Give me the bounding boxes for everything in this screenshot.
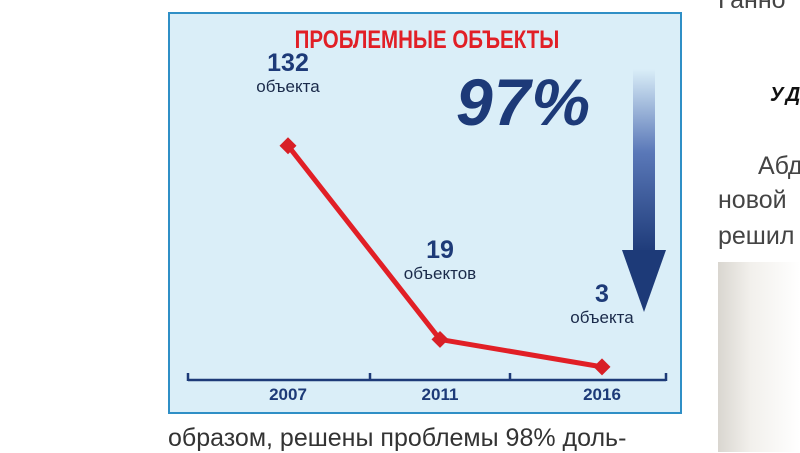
right-text-line-1: Ганно (718, 0, 786, 14)
data-point-2011 (431, 330, 449, 348)
right-heading: УД (770, 84, 800, 106)
data-label-2007: 132 объекта (238, 48, 338, 96)
right-text-line-4: решил (718, 222, 795, 250)
x-tick-label-2007: 2007 (269, 385, 307, 404)
down-arrow-icon (622, 69, 666, 312)
article-photo (718, 262, 800, 452)
data-label-value: 19 (426, 236, 454, 265)
x-tick-label-2011: 2011 (421, 385, 459, 404)
line-chart (186, 69, 668, 382)
data-label-unit: объекта (256, 76, 320, 96)
data-label-unit: объекта (570, 307, 634, 327)
data-label-value: 3 (595, 279, 609, 308)
data-label-value: 132 (267, 48, 309, 77)
data-point-2016 (593, 358, 611, 376)
chart-title: ПРОБЛЕМНЫЕ ОБЪЕКТЫ (294, 26, 560, 54)
article-caption: образом, решены проблемы 98% доль- (168, 424, 627, 452)
x-tick-label-2016: 2016 (583, 385, 621, 404)
percent-annotation: 97% (456, 65, 592, 139)
right-text-line-3: новой (718, 186, 787, 214)
chart-frame: ПРОБЛЕМНЫЕ ОБЪЕКТЫ 97% 132 объекта 19 объек… (168, 12, 682, 414)
data-label-2016: 3 объекта (552, 279, 652, 327)
right-article-column: Ганно УД Абд новой решил (718, 0, 800, 452)
data-label-2011: 19 объектов (390, 236, 490, 284)
right-text-line-2: Абд (758, 152, 800, 180)
data-label-unit: объектов (403, 264, 477, 284)
